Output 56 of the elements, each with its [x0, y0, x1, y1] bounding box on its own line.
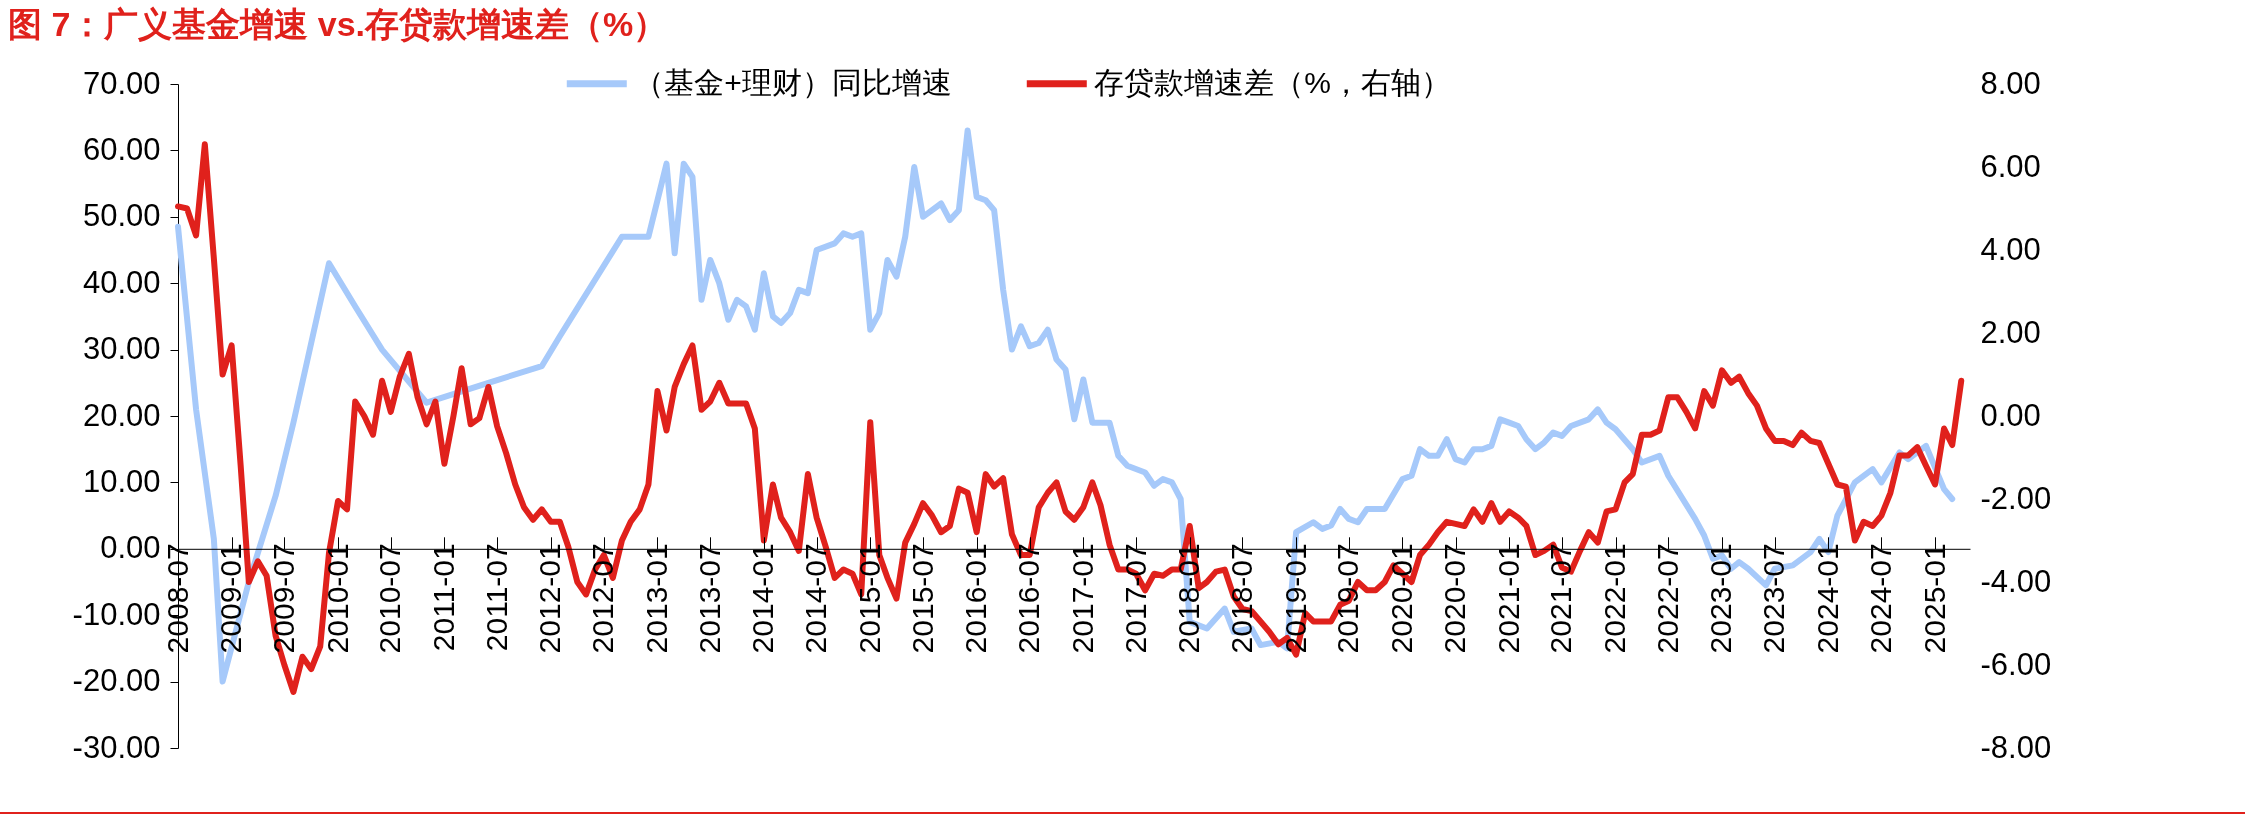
legend-label: 存贷款增速差（%，右轴） — [1094, 65, 1451, 99]
y-tick-label: 50.00 — [82, 198, 161, 234]
x-tick-label: 2023-01 — [1704, 543, 1738, 654]
x-tick-label: 2009-07 — [266, 543, 300, 654]
y-tick-label: 20.00 — [82, 397, 161, 433]
x-tick-label: 2012-01 — [533, 543, 567, 654]
y-tick-label: 70.00 — [82, 65, 161, 101]
x-tick-label: 2021-07 — [1544, 543, 1578, 654]
x-tick-label: 2011-07 — [479, 543, 513, 652]
y-tick-label: 60.00 — [82, 131, 161, 167]
x-tick-label: 2023-07 — [1757, 543, 1791, 654]
y-tick-label: 10.00 — [82, 463, 161, 499]
chart-title: 图 7：广义基金增速 vs.存贷款增速差（%） — [8, 4, 668, 45]
x-tick-label: 2025-01 — [1917, 543, 1951, 654]
y2-tick-label: 2.00 — [1980, 314, 2041, 350]
y2-tick-label: 4.00 — [1980, 231, 2041, 267]
x-tick-label: 2016-01 — [959, 543, 993, 654]
legend-label: （基金+理财）同比增速 — [634, 65, 952, 99]
x-tick-label: 2012-07 — [586, 543, 620, 654]
x-tick-label: 2018-01 — [1172, 543, 1206, 654]
x-tick-label: 2022-01 — [1598, 543, 1632, 654]
y-tick-label: -20.00 — [72, 663, 161, 699]
y-tick-label: 40.00 — [82, 264, 161, 300]
y2-tick-label: -6.00 — [1980, 646, 2052, 682]
x-tick-label: 2017-01 — [1065, 543, 1099, 654]
x-tick-label: 2010-01 — [320, 543, 354, 654]
x-tick-label: 2013-01 — [639, 543, 673, 654]
y2-tick-label: 0.00 — [1980, 397, 2041, 433]
x-tick-label: 2014-07 — [799, 543, 833, 654]
y-tick-label: -30.00 — [72, 729, 161, 765]
x-tick-label: 2009-01 — [214, 543, 248, 654]
x-tick-label: 2015-01 — [852, 543, 886, 654]
x-tick-label: 2020-01 — [1384, 543, 1418, 654]
x-tick-label: 2017-07 — [1118, 543, 1152, 654]
x-tick-label: 2011-01 — [426, 543, 460, 652]
y2-tick-label: -4.00 — [1980, 563, 2052, 599]
y-tick-label: -10.00 — [72, 596, 161, 632]
x-tick-label: 2021-01 — [1491, 543, 1525, 654]
y2-tick-label: 6.00 — [1980, 148, 2041, 184]
x-tick-label: 2015-07 — [905, 543, 939, 654]
x-tick-label: 2010-07 — [373, 543, 407, 654]
x-tick-label: 2024-07 — [1863, 543, 1897, 654]
y-tick-label: 30.00 — [82, 331, 161, 367]
x-tick-label: 2024-01 — [1810, 543, 1844, 654]
x-tick-label: 2018-07 — [1224, 543, 1258, 654]
x-tick-label: 2016-07 — [1012, 543, 1046, 654]
x-tick-label: 2019-07 — [1331, 543, 1365, 654]
y2-tick-label: -8.00 — [1980, 729, 2052, 765]
x-tick-label: 2014-01 — [746, 543, 780, 654]
x-tick-label: 2020-07 — [1438, 543, 1472, 654]
y2-tick-label: -2.00 — [1980, 480, 2052, 516]
x-tick-label: 2022-07 — [1650, 543, 1684, 654]
y-tick-label: 0.00 — [100, 530, 161, 566]
y2-tick-label: 8.00 — [1980, 65, 2041, 101]
x-tick-label: 2013-07 — [692, 543, 726, 654]
x-tick-label: 2019-01 — [1278, 543, 1312, 654]
